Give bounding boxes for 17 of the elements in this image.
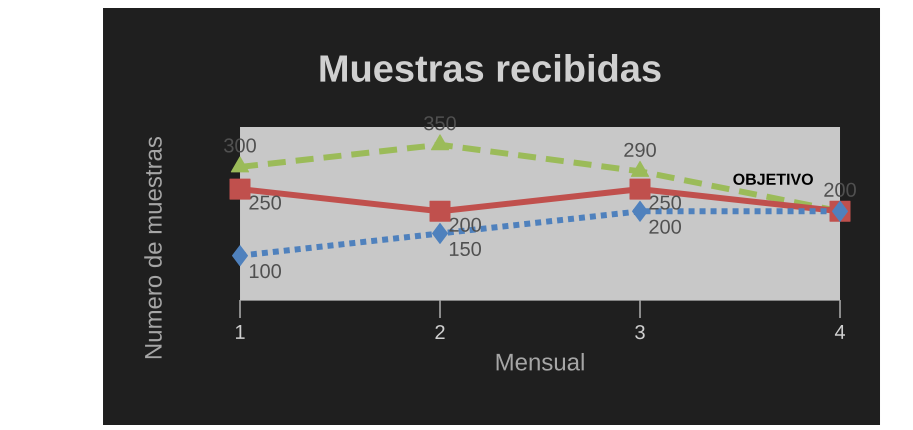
annotation: OBJETIVO [733,174,813,185]
data-label: 200 [649,220,681,234]
data-label: 250 [249,196,281,210]
data-label: 200 [449,218,481,232]
x-tick-label: 3 [635,325,645,340]
x-tick-label: 2 [435,325,445,340]
chart-title: Muestras recibidas [320,54,661,82]
data-label: 300 [224,138,256,153]
x-axis-title: Mensual [496,352,584,371]
x-tick-label: 1 [236,325,245,339]
data-label: 150 [450,242,481,256]
data-label: 290 [624,142,656,157]
y-axis-title: Numero de muestras [144,136,162,358]
data-label: 250 [649,196,681,210]
data-label: 200 [824,182,856,197]
x-tick-label: 4 [834,325,845,339]
data-label: 100 [250,264,281,278]
